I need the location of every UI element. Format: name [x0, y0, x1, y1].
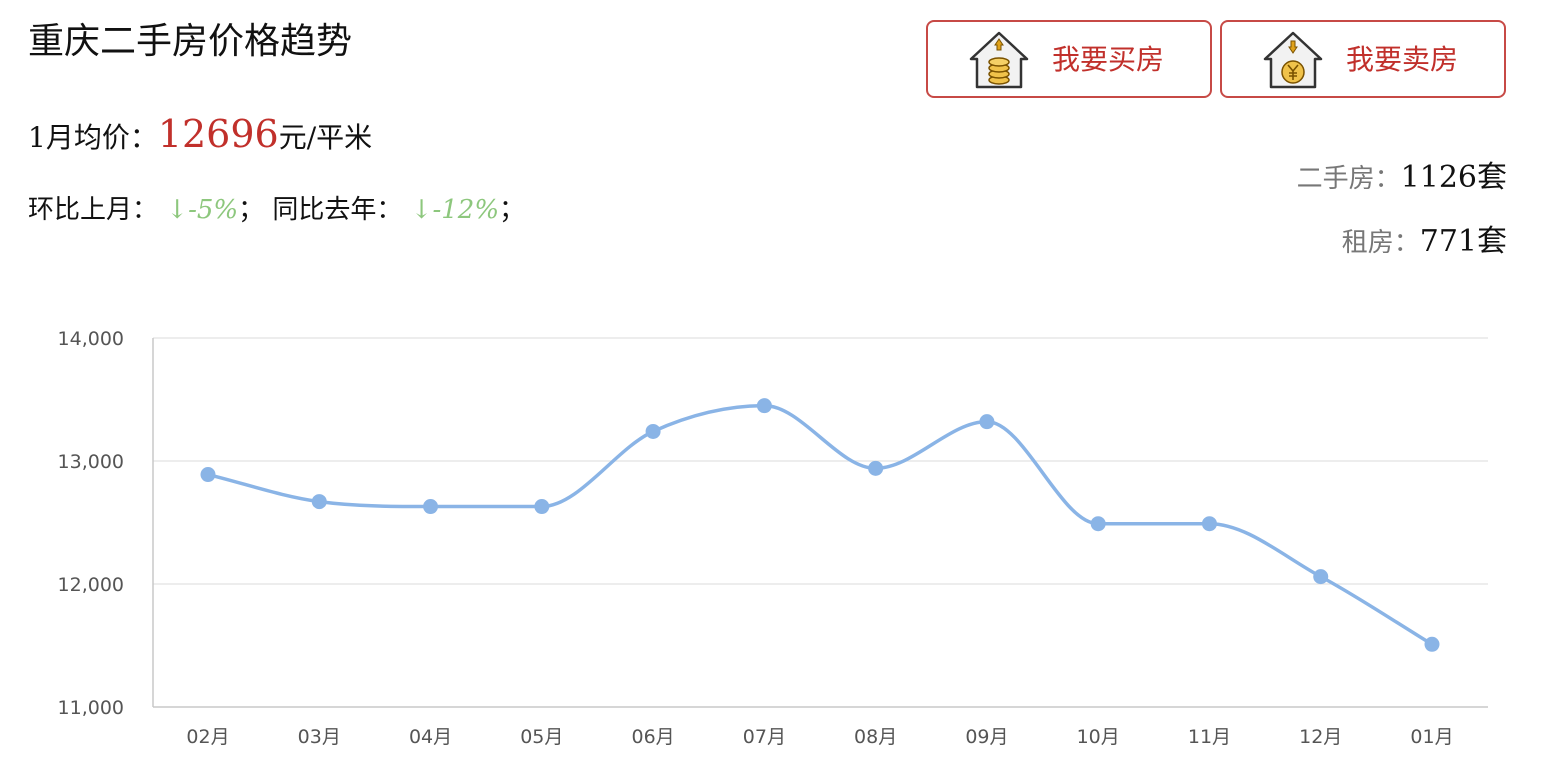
y-axis: 11,000 12,000 13,000 14,000 — [58, 328, 154, 719]
x-tick-label: 06月 — [631, 726, 674, 748]
data-point — [200, 467, 216, 483]
data-point — [311, 494, 327, 510]
down-arrow-icon: ↓ — [410, 195, 433, 225]
avg-price-label: 1月均价： — [28, 121, 158, 154]
data-point — [1201, 516, 1217, 532]
page-title: 重庆二手房价格趋势 — [28, 21, 353, 62]
mom-change: ↓-5% — [166, 195, 238, 225]
data-point — [534, 499, 550, 515]
y-tick-label: 13,000 — [58, 451, 124, 473]
data-point — [1313, 569, 1329, 585]
data-point — [756, 398, 772, 414]
x-tick-label: 10月 — [1077, 726, 1120, 748]
rent-label: 租房： — [1341, 228, 1420, 258]
sell-house-button[interactable]: 我要卖房 — [1220, 20, 1506, 98]
sell-house-label: 我要卖房 — [1346, 43, 1459, 76]
data-point — [868, 460, 884, 476]
data-point — [1424, 636, 1440, 652]
yoy-label: ； 同比去年： — [238, 195, 403, 225]
yoy-change: ↓-12% — [411, 195, 499, 225]
down-arrow-icon: ↓ — [166, 195, 189, 225]
x-tick-label: 01月 — [1410, 726, 1453, 748]
secondhand-value: 1126套 — [1400, 160, 1507, 195]
x-tick-label: 05月 — [520, 726, 563, 748]
yoy-value: -12% — [432, 195, 500, 225]
data-point — [423, 499, 439, 515]
data-point — [979, 414, 995, 430]
rent-value: 771套 — [1419, 224, 1507, 259]
secondhand-count: 二手房：1126套 — [1297, 158, 1507, 199]
rent-count: 租房：771套 — [1342, 222, 1507, 263]
chart-grid — [153, 337, 1488, 585]
buy-house-button[interactable]: 我要买房 — [926, 20, 1212, 98]
x-tick-label: 03月 — [298, 726, 341, 748]
buy-house-label: 我要买房 — [1052, 43, 1165, 76]
y-tick-label: 14,000 — [58, 328, 124, 350]
avg-price-value: 12696 — [157, 112, 279, 156]
x-tick-label: 02月 — [186, 726, 229, 748]
x-tick-label: 12月 — [1299, 726, 1342, 748]
series-line — [207, 403, 1433, 646]
x-tick-label: 11月 — [1188, 726, 1231, 748]
price-change-line: 环比上月： ↓-5%； 同比去年： ↓-12%； — [28, 192, 525, 228]
mom-value: -5% — [188, 195, 239, 225]
x-axis: 02月 03月 04月 05月 06月 07月 08月 09月 10月 11月 12月 01月 — [153, 706, 1488, 748]
avg-price-unit: 元/平米 — [278, 121, 373, 154]
y-tick-label: 11,000 — [58, 697, 124, 719]
data-point — [645, 423, 661, 439]
price-trend-chart: 11,000 12,000 13,000 14,000 02月 03月 04月 05月 06月… — [58, 328, 1488, 748]
chart-series — [200, 398, 1440, 652]
x-tick-label: 08月 — [854, 726, 897, 748]
x-tick-label: 04月 — [409, 726, 452, 748]
mom-label: 环比上月： — [28, 195, 159, 225]
house-yen-icon — [1263, 31, 1323, 89]
house-coins-icon — [969, 31, 1029, 89]
change-tail: ； — [499, 195, 526, 225]
x-tick-label: 09月 — [965, 726, 1008, 748]
secondhand-label: 二手房： — [1296, 164, 1401, 194]
data-point — [1090, 516, 1106, 532]
x-tick-label: 07月 — [743, 726, 786, 748]
y-tick-label: 12,000 — [58, 574, 124, 596]
average-price-line: 1月均价：12696元/平米 — [28, 112, 372, 160]
